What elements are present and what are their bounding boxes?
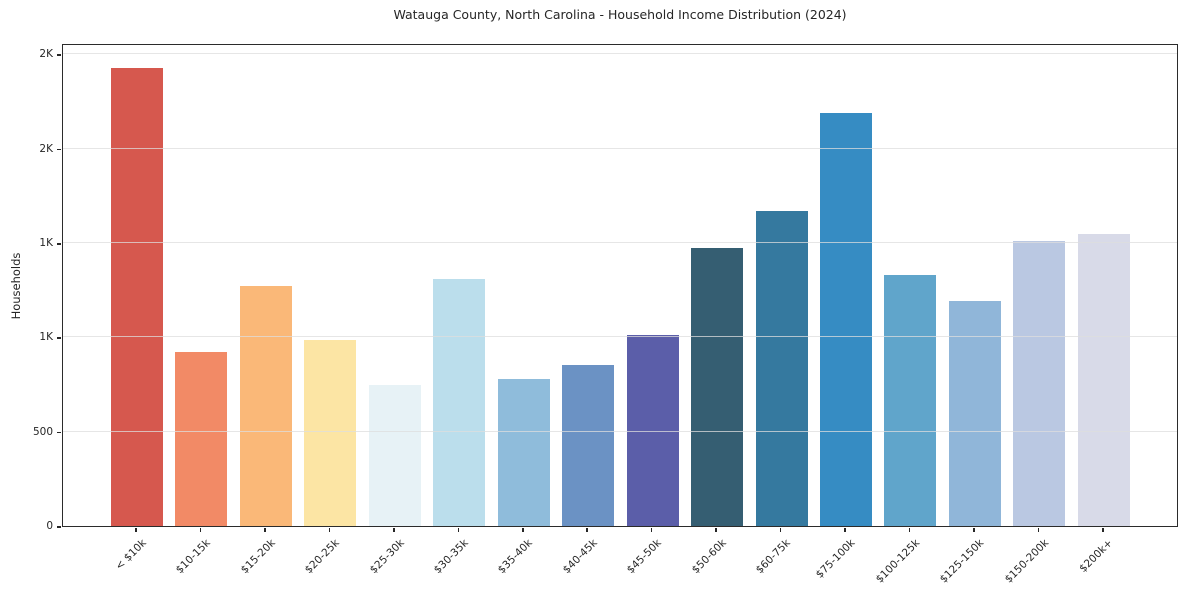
x-tick-mark [844, 528, 846, 532]
x-tick-label: $75-100k [813, 537, 858, 581]
bar [239, 286, 292, 526]
bar [368, 385, 421, 526]
x-tick-label: $20-25k [302, 537, 342, 577]
bar [562, 364, 615, 526]
x-tick-mark [973, 528, 975, 532]
gridline [63, 53, 1177, 55]
plot-area [62, 44, 1178, 527]
gridline [63, 242, 1177, 243]
x-tick-mark [264, 528, 266, 532]
x-tick-label: $10-15k [173, 537, 213, 577]
x-tick-mark [715, 528, 717, 532]
bar [819, 112, 872, 526]
bar [304, 340, 357, 526]
x-tick-mark [522, 528, 524, 532]
x-tick-label: $60-75k [753, 537, 793, 577]
gridline [63, 336, 1177, 338]
x-tick-mark [328, 528, 331, 532]
bar [626, 335, 679, 526]
x-tick-mark [135, 528, 137, 532]
x-tick-mark [650, 528, 653, 532]
x-tick-label: $100-125k [873, 537, 922, 586]
y-tick-mark [57, 337, 61, 339]
x-tick-mark [199, 528, 202, 532]
bar [691, 247, 744, 526]
x-tick-label: $25-30k [367, 537, 407, 577]
y-axis-label: Households [9, 252, 23, 320]
bar [497, 378, 550, 526]
x-tick-mark [908, 528, 911, 532]
bar [884, 275, 937, 526]
y-tick-mark [57, 148, 61, 151]
bar [948, 300, 1001, 526]
x-tick-label: $200k+ [1077, 537, 1116, 575]
y-tick-label: 2K [39, 142, 53, 155]
bar [433, 278, 486, 526]
gridline [63, 147, 1177, 149]
y-tick-label: 1K [39, 331, 53, 344]
x-tick-label: $30-35k [431, 537, 471, 577]
x-tick-label: $50-60k [689, 537, 729, 577]
bar [175, 352, 228, 526]
x-tick-mark [586, 528, 588, 532]
x-tick-mark [457, 528, 459, 532]
x-tick-mark [1102, 528, 1104, 532]
gridline [63, 430, 1177, 432]
y-tick-mark [57, 54, 61, 56]
bar [1077, 233, 1130, 526]
y-tick-mark [57, 526, 61, 528]
y-tick-label: 500 [32, 425, 53, 438]
y-tick-mark [57, 243, 61, 245]
x-tick-mark [1037, 528, 1040, 532]
y-tick-label: 2K [39, 48, 53, 61]
bar [755, 210, 808, 526]
y-tick-mark [57, 431, 61, 434]
y-tick-label: 0 [46, 520, 53, 532]
bar [1013, 241, 1066, 526]
x-tick-label: $40-45k [560, 537, 600, 577]
x-tick-mark [393, 528, 395, 532]
x-tick-label: $125-150k [937, 537, 987, 586]
y-tick-label: 1K [39, 237, 53, 249]
bar [111, 67, 163, 526]
x-tick-label: $15-20k [238, 537, 278, 577]
x-tick-label: $35-40k [496, 537, 536, 577]
x-tick-mark [779, 528, 782, 532]
x-tick-label: < $10k [112, 537, 149, 573]
x-tick-label: $45-50k [624, 537, 665, 577]
x-tick-label: $150-200k [1002, 537, 1051, 586]
chart-title: Watauga County, North Carolina - Househo… [393, 7, 847, 22]
